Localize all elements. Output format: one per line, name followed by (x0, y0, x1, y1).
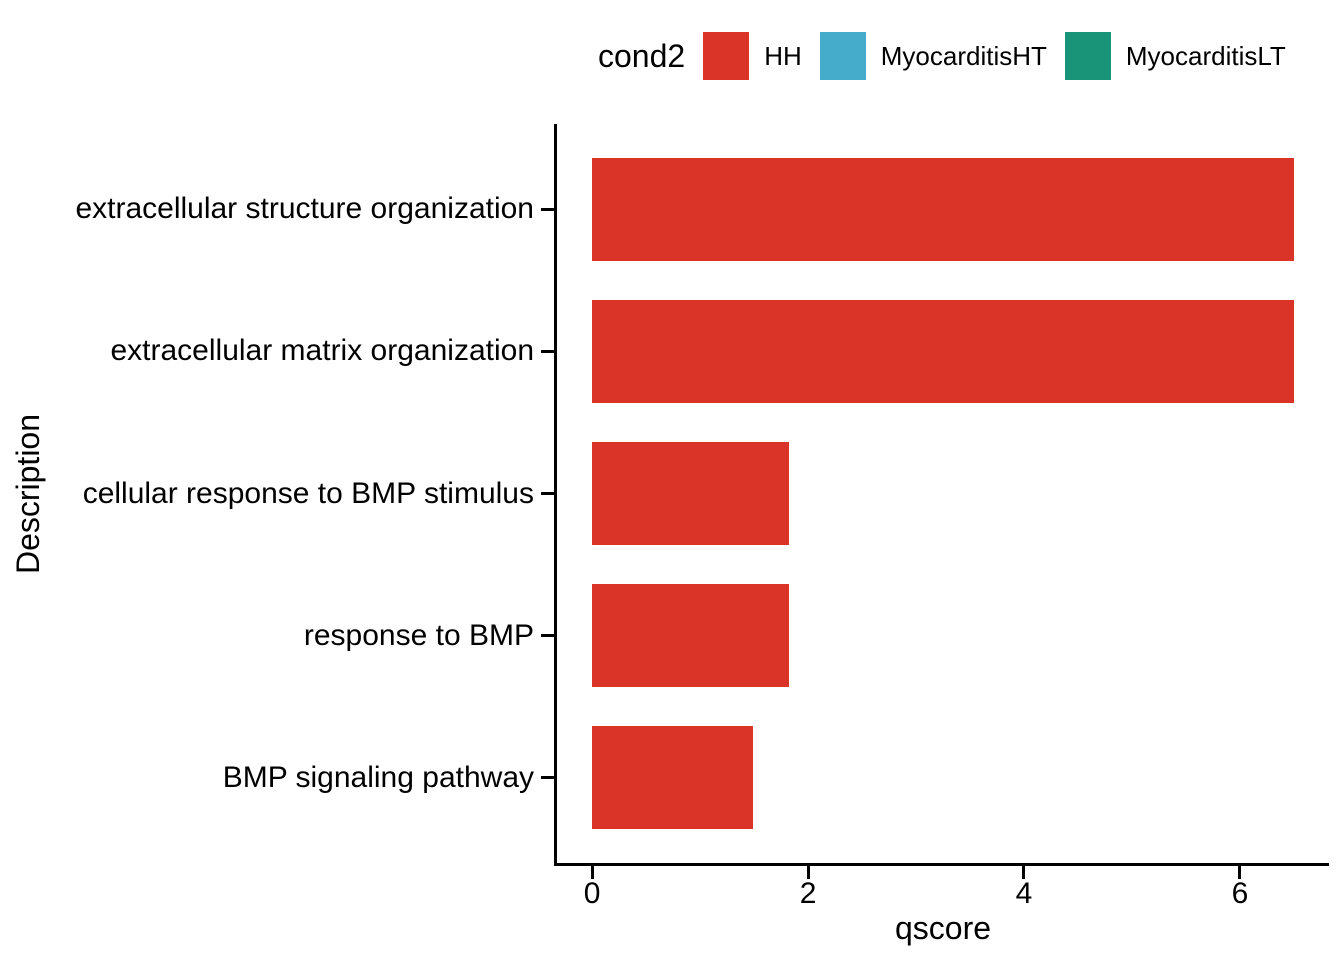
x-axis-tick (806, 866, 810, 879)
x-axis-tick-label: 2 (799, 877, 817, 910)
bar (592, 726, 753, 830)
y-axis-tick (541, 492, 554, 495)
x-axis-tick-label: 6 (1231, 877, 1249, 910)
x-axis-tick (1238, 866, 1242, 879)
x-axis-line (554, 863, 1329, 866)
bar (592, 157, 1294, 261)
y-axis-tick (541, 634, 554, 638)
bar (592, 299, 1294, 403)
bar (592, 584, 789, 688)
legend-label: HH (764, 40, 802, 71)
legend-item: MyocarditisLT (1064, 32, 1286, 80)
y-axis-category-label: response to BMP (303, 618, 534, 652)
legend-label: MyocarditisHT (880, 40, 1047, 71)
legend-item: HH (703, 32, 802, 80)
y-axis-line (554, 124, 557, 866)
x-axis-tick (1022, 866, 1026, 879)
x-axis-tick (590, 866, 594, 879)
y-axis-tick (541, 207, 554, 211)
x-axis-tick-label: 0 (583, 877, 601, 910)
legend: cond2 HH MyocarditisHT MyocarditisLT (598, 30, 1286, 82)
legend-swatch (1064, 32, 1111, 80)
y-axis-category-label: extracellular matrix organization (110, 334, 534, 368)
x-axis-tick-label: 4 (1015, 877, 1033, 910)
legend-item: MyocarditisHT (819, 32, 1047, 80)
legend-label: MyocarditisLT (1125, 40, 1286, 71)
y-axis-category-label: BMP signaling pathway (222, 760, 534, 794)
bar (592, 441, 789, 545)
y-axis-tick (541, 349, 554, 353)
legend-title: cond2 (598, 38, 686, 74)
legend-swatch (819, 32, 866, 80)
y-axis-tick (541, 776, 554, 780)
x-axis-title: qscore (894, 910, 992, 946)
legend-swatch (703, 32, 750, 80)
y-axis-category-label: extracellular structure organization (75, 192, 534, 226)
y-axis-category-label: cellular response to BMP stimulus (82, 476, 534, 510)
